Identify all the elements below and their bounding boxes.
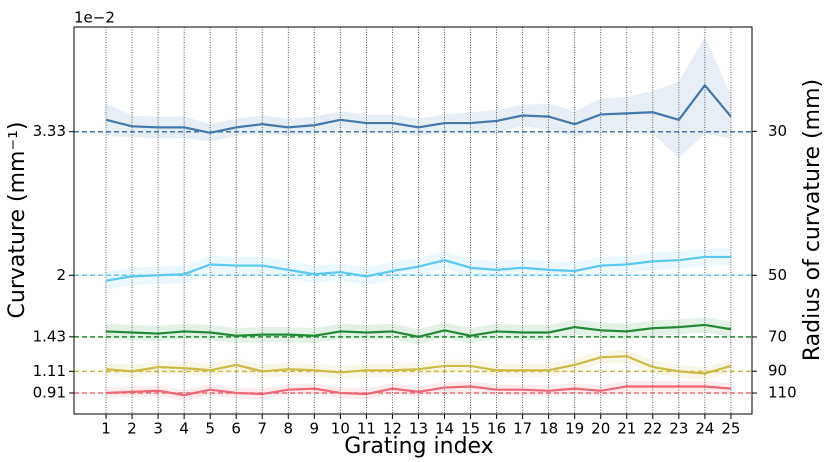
series-line <box>105 323 732 338</box>
x-tick-label: 22 <box>643 420 662 438</box>
x-tick-label: 23 <box>669 420 688 438</box>
y2-tick-label: 30 <box>768 122 787 140</box>
x-tick-label: 5 <box>205 420 215 438</box>
plot-frame <box>73 26 753 415</box>
y-tick-label: 3.33 <box>33 122 66 140</box>
x-axis-label: Grating index <box>344 434 493 459</box>
x-tick-label: 20 <box>591 420 610 438</box>
error-band <box>106 36 731 158</box>
x-tick-label: 1 <box>101 420 111 438</box>
x-tick-label: 14 <box>435 420 454 438</box>
y2-tick-label: 70 <box>768 327 787 345</box>
y-tick-label: 0.91 <box>33 383 66 401</box>
x-tick-label: 15 <box>461 420 480 438</box>
x-tick-label: 16 <box>487 420 506 438</box>
y2-tick-label: 90 <box>768 362 787 380</box>
x-tick-label: 10 <box>331 420 350 438</box>
y-axis-label: Curvature (mm⁻¹) <box>5 122 30 319</box>
x-tick-label: 6 <box>231 420 241 438</box>
error-band <box>106 248 731 290</box>
series-line <box>105 83 732 134</box>
x-tick-label: 3 <box>153 420 163 438</box>
y2-tick-label: 110 <box>768 384 797 402</box>
x-tick-label: 12 <box>383 420 402 438</box>
x-tick-label: 25 <box>721 420 740 438</box>
x-tick-label: 2 <box>127 420 137 438</box>
x-tick-label: 8 <box>284 420 294 438</box>
y-tick-label: 2 <box>56 266 66 284</box>
x-tick-label: 21 <box>617 420 636 438</box>
y2-tick-label: 50 <box>768 266 787 284</box>
x-tick-label: 13 <box>409 420 428 438</box>
y-tick-label: 1.43 <box>33 327 66 345</box>
x-tick-label: 9 <box>310 420 320 438</box>
y-tick-label: 1.11 <box>33 362 66 380</box>
x-tick-label: 7 <box>257 420 267 438</box>
x-tick-label: 24 <box>695 420 714 438</box>
series-line <box>105 255 731 282</box>
x-tick-label: 19 <box>565 420 584 438</box>
y-offset-label: 1e−2 <box>74 9 115 27</box>
y2-axis-label: Radius of curvature (mm) <box>800 79 825 361</box>
series-line <box>105 355 732 375</box>
error-band <box>106 349 731 380</box>
x-tick-label: 18 <box>539 420 558 438</box>
x-tick-label: 11 <box>357 420 376 438</box>
x-tick-label: 4 <box>179 420 189 438</box>
series-line <box>105 385 732 397</box>
x-tick-label: 17 <box>513 420 532 438</box>
error-band <box>106 317 731 345</box>
